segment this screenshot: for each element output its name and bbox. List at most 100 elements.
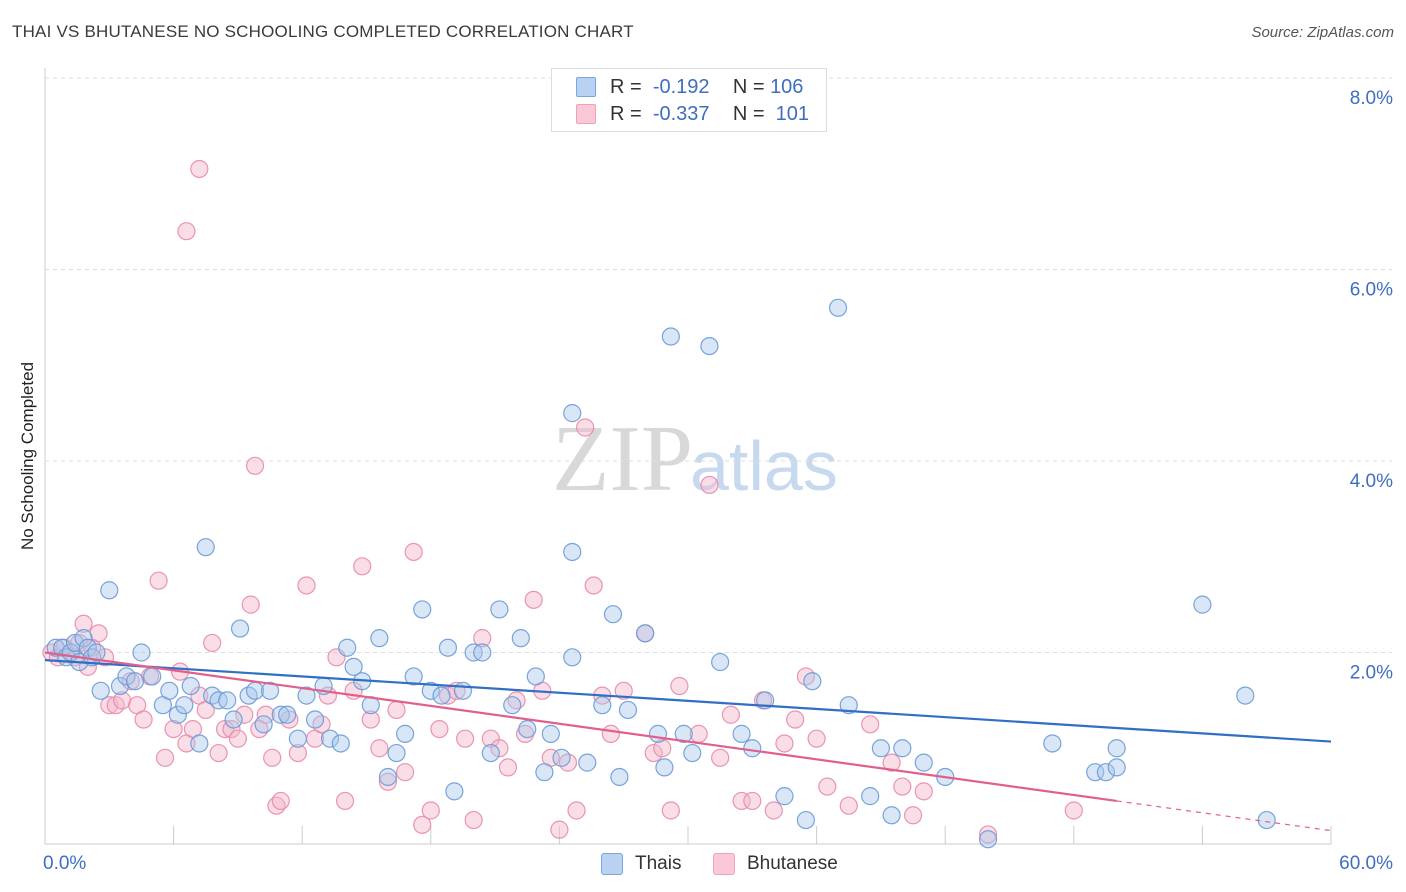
thais-point bbox=[610, 767, 629, 787]
bhutanese-point bbox=[861, 715, 880, 734]
bhutanese-point bbox=[263, 748, 282, 767]
thais-point bbox=[1107, 739, 1126, 758]
thais-point bbox=[839, 696, 858, 715]
thais-point bbox=[552, 748, 571, 767]
bhutanese-point bbox=[661, 801, 680, 820]
bhutanese-point bbox=[177, 222, 196, 241]
thais-point bbox=[503, 696, 522, 715]
thais-point bbox=[404, 667, 423, 686]
thais-point bbox=[100, 581, 119, 600]
bhutanese-trend-extension bbox=[1116, 800, 1332, 832]
bhutanese-point bbox=[700, 475, 719, 495]
thais-point bbox=[196, 538, 215, 557]
bhutanese-point bbox=[378, 772, 398, 791]
thais-point bbox=[655, 758, 674, 777]
bhutanese-point bbox=[786, 710, 805, 729]
bottom-legend-swatch-thais bbox=[601, 853, 623, 875]
bhutanese-point bbox=[584, 576, 603, 595]
thais-point bbox=[320, 729, 340, 748]
thais-point bbox=[711, 652, 730, 672]
thais-point bbox=[871, 739, 891, 758]
thais-point bbox=[593, 696, 612, 715]
thais-point bbox=[914, 753, 933, 772]
thais-point bbox=[224, 710, 243, 729]
thais-point bbox=[438, 638, 458, 657]
thais-point bbox=[117, 667, 136, 686]
thais-point bbox=[387, 743, 406, 763]
bhutanese-point bbox=[370, 739, 389, 758]
y-tick-label: 4.0% bbox=[1350, 471, 1393, 492]
bottom-legend-bhutanese: Bhutanese bbox=[713, 852, 838, 876]
x-tick-label: 60.0% bbox=[1339, 853, 1393, 874]
thais-point bbox=[168, 705, 187, 724]
thais-point bbox=[78, 638, 97, 657]
thais-point bbox=[618, 700, 638, 720]
thais-point bbox=[125, 672, 145, 691]
bhutanese-point bbox=[241, 595, 260, 614]
thais-point bbox=[1043, 734, 1062, 753]
legend-n-label: N = bbox=[732, 102, 765, 125]
bhutanese-point bbox=[413, 815, 432, 834]
trend-lines bbox=[44, 651, 1332, 832]
bhutanese-point bbox=[550, 820, 569, 839]
bhutanese-point bbox=[245, 456, 265, 475]
legend-swatch-thais bbox=[576, 77, 596, 97]
y-tick-label: 6.0% bbox=[1350, 280, 1393, 301]
bhutanese-point bbox=[297, 576, 316, 595]
thais-point bbox=[636, 624, 655, 643]
bhutanese-point bbox=[711, 748, 730, 767]
bhutanese-point bbox=[567, 801, 586, 820]
thais-point bbox=[1107, 758, 1126, 777]
thais-point bbox=[143, 667, 162, 686]
bhutanese-point bbox=[421, 801, 440, 820]
thais-point bbox=[338, 638, 357, 657]
bhutanese-point bbox=[893, 777, 912, 796]
thais-point bbox=[526, 667, 545, 686]
watermark-zip: ZIP bbox=[552, 407, 693, 511]
legend-r-value: -0.337 bbox=[652, 102, 710, 125]
thais-point bbox=[432, 686, 451, 705]
thais-point bbox=[648, 724, 668, 743]
thais-point bbox=[893, 739, 912, 758]
thais-point bbox=[413, 600, 432, 619]
thais-point bbox=[160, 681, 179, 700]
tick-labels: 2.0% 4.0% 6.0% 8.0% 0.0% 60.0% bbox=[43, 88, 1393, 874]
bhutanese-point bbox=[807, 729, 826, 748]
thais-point bbox=[87, 643, 106, 662]
axes bbox=[44, 68, 1332, 845]
bhutanese-point bbox=[903, 806, 923, 825]
thais-point bbox=[978, 830, 998, 849]
thais-point bbox=[344, 657, 363, 676]
thais-point bbox=[481, 743, 500, 763]
thais-trend-line bbox=[44, 659, 1332, 743]
bhutanese-point bbox=[644, 743, 663, 763]
thais-point bbox=[563, 404, 582, 423]
thais-point bbox=[1236, 686, 1255, 705]
bhutanese-point bbox=[464, 810, 483, 830]
bhutanese-point bbox=[209, 743, 228, 763]
bhutanese-point bbox=[653, 739, 672, 758]
bhutanese-trend-line bbox=[44, 651, 1117, 803]
thais-point bbox=[803, 672, 822, 691]
bhutanese-point bbox=[164, 719, 183, 739]
thais-point bbox=[775, 787, 794, 806]
thais-point bbox=[578, 753, 597, 772]
legend-n-value: 101 bbox=[775, 102, 809, 125]
bhutanese-point bbox=[670, 676, 689, 696]
bhutanese-point bbox=[914, 782, 933, 801]
bhutanese-point bbox=[764, 801, 783, 820]
bhutanese-point bbox=[882, 753, 901, 772]
thais-point bbox=[473, 643, 492, 662]
bhutanese-point bbox=[155, 748, 175, 767]
bhutanese-point bbox=[524, 590, 543, 609]
thais-point bbox=[175, 696, 194, 715]
thais-point bbox=[305, 710, 325, 729]
bhutanese-point bbox=[271, 791, 290, 811]
thais-point bbox=[541, 724, 560, 743]
bhutanese-point bbox=[395, 763, 415, 782]
bhutanese-point bbox=[978, 825, 998, 844]
thais-point bbox=[378, 767, 398, 787]
bhutanese-point bbox=[576, 418, 595, 437]
thais-point bbox=[828, 298, 848, 317]
